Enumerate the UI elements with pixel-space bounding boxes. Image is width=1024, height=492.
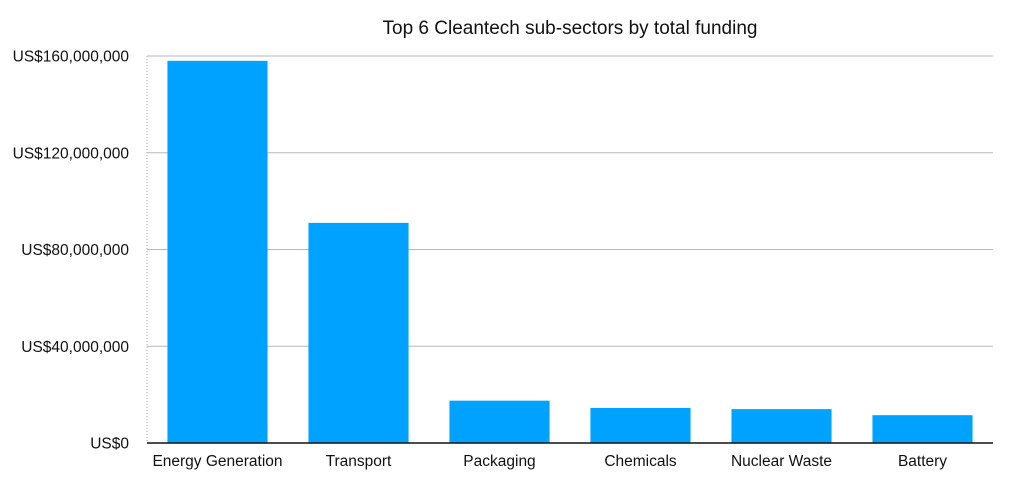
bars bbox=[167, 60, 973, 444]
y-tick-label: US$40,000,000 bbox=[21, 339, 129, 356]
bar bbox=[449, 400, 550, 443]
x-category-label: Transport bbox=[326, 453, 392, 470]
gridlines bbox=[147, 55, 993, 347]
bar bbox=[872, 415, 973, 443]
y-tick-label: US$160,000,000 bbox=[13, 49, 130, 66]
bar bbox=[731, 409, 832, 443]
x-category-label: Chemicals bbox=[604, 453, 677, 470]
bar bbox=[590, 407, 691, 443]
x-category-label: Energy Generation bbox=[152, 453, 282, 470]
bar bbox=[167, 60, 268, 444]
y-tick-label: US$0 bbox=[90, 436, 129, 453]
x-category-label: Packaging bbox=[463, 453, 535, 470]
x-axis-category-labels: Energy Generation Transport Packaging Chemi… bbox=[152, 453, 947, 470]
y-tick-label: US$80,000,000 bbox=[21, 242, 129, 259]
x-category-label: Battery bbox=[898, 453, 947, 470]
bar bbox=[308, 222, 409, 443]
y-tick-label: US$120,000,000 bbox=[13, 145, 130, 162]
x-category-label: Nuclear Waste bbox=[731, 453, 832, 470]
chart-title: Top 6 Cleantech sub-sectors by total fun… bbox=[383, 18, 758, 39]
y-axis-tick-labels: US$0 US$40,000,000 US$80,000,000 US$120,000… bbox=[13, 49, 130, 453]
axes bbox=[146, 56, 993, 444]
